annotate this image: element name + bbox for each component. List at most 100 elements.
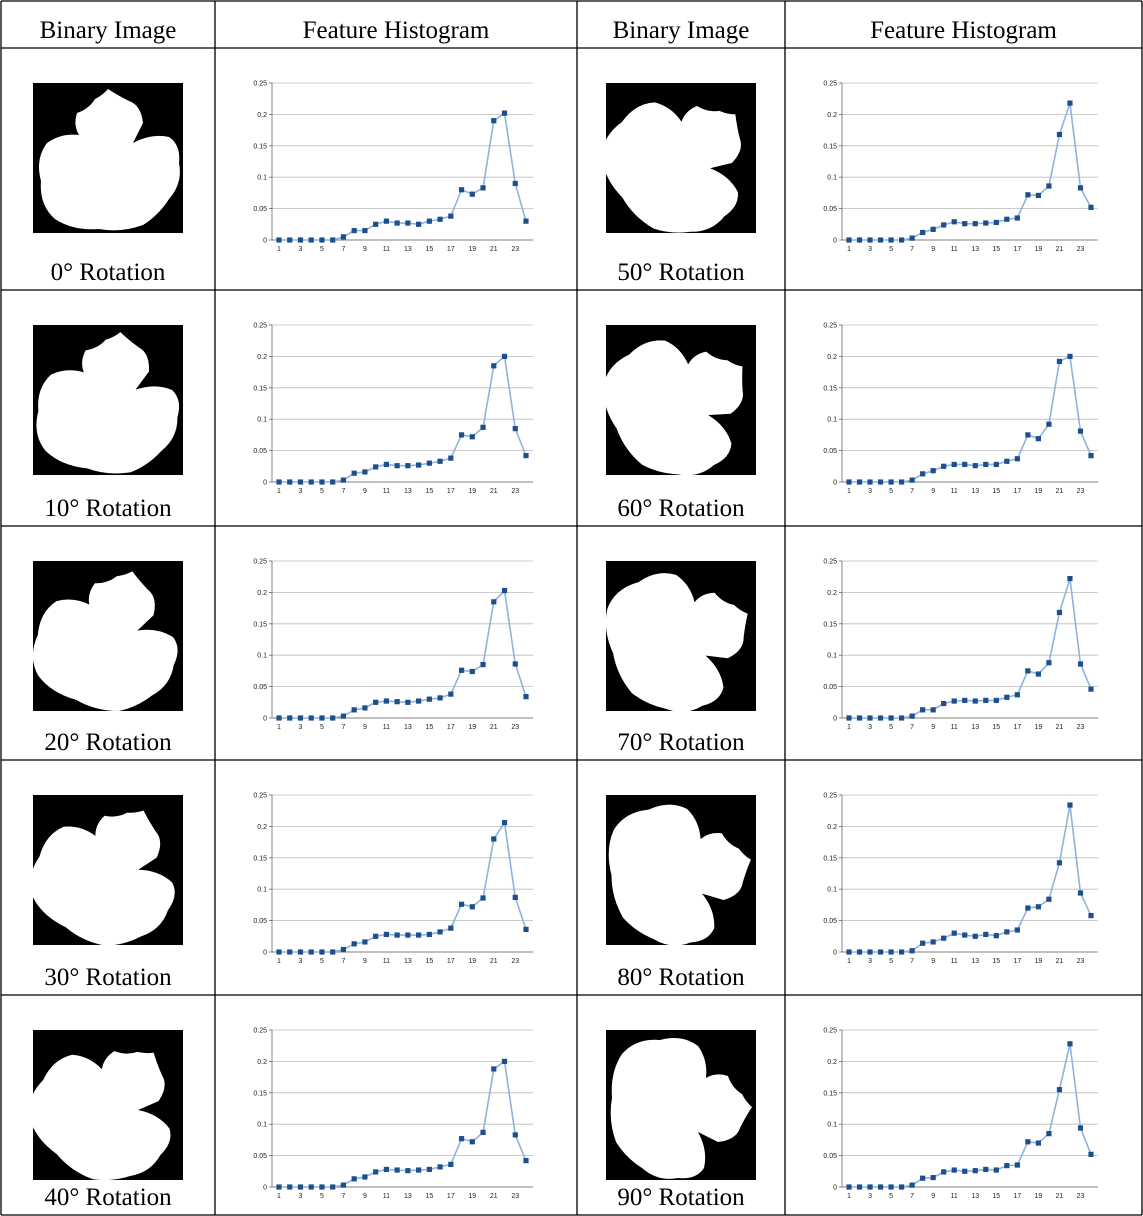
data-point [480,424,486,430]
data-point [523,926,529,932]
data-point [1088,686,1094,692]
data-point [330,715,336,721]
data-point [856,1184,863,1190]
y-tick-label: 0 [833,950,837,957]
data-point [877,237,884,243]
data-point [930,707,936,713]
data-point [297,479,304,485]
x-tick-label: 15 [425,724,433,731]
y-tick-label: 0.05 [823,684,837,691]
data-point [867,715,873,721]
x-tick-label: 7 [910,724,914,731]
x-tick-label: 17 [1013,1193,1021,1200]
y-tick-label: 0.25 [823,81,837,88]
data-point [448,691,454,697]
x-tick-label: 11 [383,958,390,965]
x-tick-label: 15 [425,246,433,253]
data-point [523,694,529,700]
data-point [458,901,465,907]
y-tick-label: 0.25 [823,559,837,566]
data-point [426,218,432,224]
x-tick-label: 23 [1077,246,1085,253]
x-tick-label: 17 [447,246,455,253]
data-point [491,836,497,842]
data-point [351,707,357,713]
leaf [32,571,178,712]
leaf [605,573,748,712]
data-point [846,1184,852,1190]
x-tick-label: 7 [341,1193,345,1200]
x-tick-label: 15 [992,1193,1000,1200]
data-point [888,949,894,955]
data-point [930,1174,936,1181]
data-point [867,237,873,243]
y-tick-label: 0.2 [257,1059,267,1066]
leaf [608,804,751,946]
data-point [1056,131,1063,138]
leaf-shape [605,573,748,712]
data-point [972,221,978,227]
image-caption: 50° Rotation [617,259,745,286]
x-tick-label: 21 [1056,488,1064,495]
x-tick-label: 11 [383,246,390,253]
image-caption: 70° Rotation [617,729,745,756]
x-tick-label: 21 [490,1193,498,1200]
x-tick-label: 11 [951,1193,958,1200]
data-point [383,461,389,468]
data-point [469,434,475,440]
data-point [1056,358,1063,365]
x-tick-label: 15 [425,1193,433,1200]
data-point [480,895,486,901]
data-point [930,226,936,232]
y-tick-label: 0 [833,480,837,487]
data-point [993,219,999,226]
y-tick-label: 0.1 [257,1122,267,1129]
data-point [1025,905,1031,911]
data-point [1014,1162,1020,1168]
y-tick-label: 0.25 [253,559,267,566]
data-point [846,949,852,955]
x-tick-label: 13 [971,1193,979,1200]
x-tick-label: 23 [511,488,519,495]
x-tick-label: 7 [910,958,914,965]
leaf [39,89,180,231]
x-tick-label: 15 [425,958,433,965]
data-point [1067,100,1073,106]
data-point [501,587,508,594]
data-point [351,1176,357,1182]
data-point [480,185,486,191]
data-point [941,700,947,707]
x-tick-label: 9 [931,1193,935,1200]
data-point [856,715,863,721]
leaf-shape [32,571,178,712]
data-point [340,713,347,719]
data-point [951,930,957,936]
y-tick-label: 0.05 [823,206,837,213]
data-point [501,1058,508,1064]
data-point [983,220,989,226]
data-point [416,698,422,704]
x-tick-label: 7 [341,488,345,495]
data-point [469,668,475,675]
x-tick-label: 23 [511,1193,519,1200]
x-tick-label: 5 [889,488,893,495]
x-tick-label: 11 [383,724,390,731]
data-point [909,1182,915,1188]
leaf-shape [610,1038,752,1179]
data-point [330,237,336,243]
data-point [437,458,443,464]
data-point [993,461,999,468]
data-point [394,699,400,705]
data-point [1004,1163,1010,1169]
y-tick-label: 0.1 [827,653,837,660]
data-point [362,705,368,711]
data-point [276,715,282,721]
data-point [416,221,422,227]
x-tick-label: 13 [971,724,979,731]
data-point [1088,1151,1094,1157]
y-tick-label: 0.2 [257,112,267,119]
x-tick-label: 17 [447,958,455,965]
x-tick-label: 7 [910,246,914,253]
data-point [899,479,905,485]
x-tick-label: 23 [1077,1193,1085,1200]
